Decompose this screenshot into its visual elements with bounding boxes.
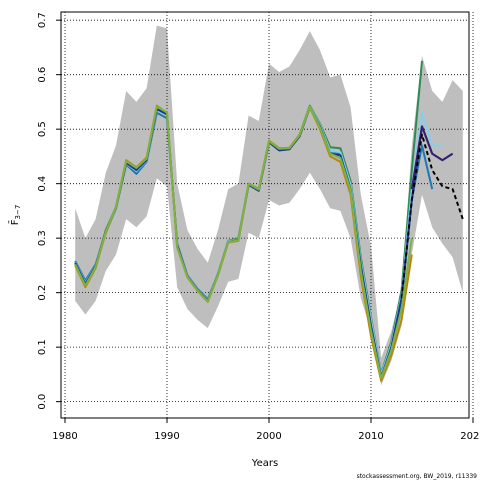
confidence-band-layer: [75, 25, 463, 386]
y-axis: 0.0 0.1 0.2 0.3 0.4 0.5 0.6 0.7: [37, 12, 61, 410]
x-tick-label: 1980: [52, 431, 77, 442]
series-line-6: [400, 133, 464, 299]
series-layer: [74, 60, 464, 382]
confidence-band: [75, 25, 463, 386]
y-tick-label: 0.3: [37, 230, 48, 246]
y-tick-label: 0.7: [37, 12, 48, 28]
y-axis-label: F̄3−7: [8, 205, 22, 226]
y-tick-label: 0.2: [37, 285, 48, 301]
svg-text:F̄3−7: F̄3−7: [8, 205, 22, 226]
y-tick-label: 0.4: [37, 176, 48, 192]
y-axis-label-sub: 3−7: [14, 205, 22, 220]
series-line-5: [410, 125, 454, 190]
y-tick-label: 0.1: [37, 339, 48, 355]
grid-layer: [61, 12, 474, 418]
y-tick-label: 0.0: [37, 394, 48, 410]
x-tick-label: 1990: [154, 431, 179, 442]
plot-frame: [60, 11, 470, 419]
series-line-8: [74, 105, 413, 380]
x-tick-label: 2000: [256, 431, 281, 442]
y-tick-label: 0.5: [37, 121, 48, 137]
y-axis-label-main: F̄: [8, 219, 21, 225]
source-footer: stockassessment.org, BW_2019, r11339: [357, 473, 478, 480]
y-tick-label: 0.6: [37, 67, 48, 83]
x-axis-label: Years: [251, 458, 278, 469]
x-tick-label: 2010: [358, 431, 383, 442]
